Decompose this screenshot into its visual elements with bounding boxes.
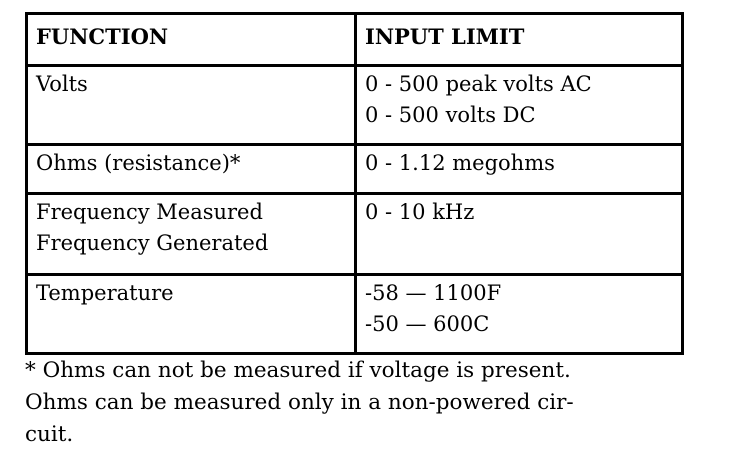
function-cell: Ohms (resistance)* [25,143,357,195]
header-function: FUNCTION [25,12,357,67]
footnote: * Ohms can not be measured if voltage is… [25,355,705,451]
cell-text: 0 - 10 kHz [365,200,475,224]
table-row: Ohms (resistance)* 0 - 1.12 megohms [25,143,684,195]
cell-text: 0 - 500 volts DC [365,103,536,127]
limit-cell: 0 - 1.12 megohms [354,143,684,195]
function-cell: Frequency Measured Frequency Generated [25,192,357,276]
limit-cell: -58 — 1100F -50 — 600C [354,273,684,355]
cell-text: 0 - 1.12 megohms [365,151,555,175]
cell-text: Ohms (resistance)* [36,151,241,175]
function-cell: Volts [25,64,357,146]
cell-text: -58 — 1100F [365,281,502,305]
cell-text: Temperature [36,281,174,305]
table-row: Temperature -58 — 1100F -50 — 600C [25,273,684,355]
footnote-line: cuit. [25,422,74,447]
table-row: Volts 0 - 500 peak volts AC 0 - 500 volts… [25,64,684,146]
input-limits-table: FUNCTION INPUT LIMIT Volts 0 - 500 peak … [25,12,684,355]
footnote-line: Ohms can be measured only in a non-power… [25,390,574,415]
function-cell: Temperature [25,273,357,355]
cell-text: Frequency Measured [36,200,263,224]
header-row: FUNCTION INPUT LIMIT [25,12,684,67]
footnote-line: * Ohms can not be measured if voltage is… [25,358,571,383]
header-input-limit: INPUT LIMIT [354,12,684,67]
cell-text: 0 - 500 peak volts AC [365,72,592,96]
cell-text: Frequency Generated [36,231,269,255]
table-row: Frequency Measured Frequency Generated 0 … [25,192,684,276]
cell-text: Volts [36,72,88,96]
cell-text: -50 — 600C [365,312,490,336]
limit-cell: 0 - 10 kHz [354,192,684,276]
limit-cell: 0 - 500 peak volts AC 0 - 500 volts DC [354,64,684,146]
